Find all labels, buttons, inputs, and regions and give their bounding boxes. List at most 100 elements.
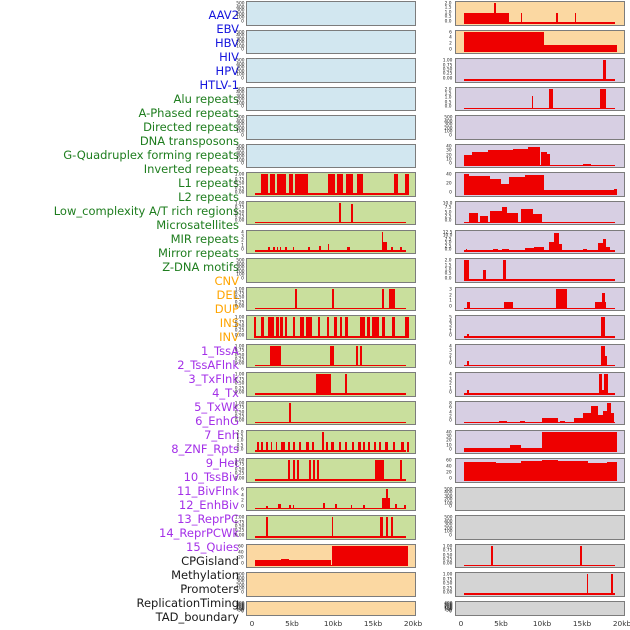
data-bar bbox=[594, 302, 607, 310]
track-panel-cpgisland bbox=[455, 486, 625, 512]
y-tick-label: 2 bbox=[449, 414, 452, 420]
y-tick-label: 300 bbox=[235, 265, 244, 271]
data-bar bbox=[288, 560, 332, 567]
y-tick-label: 3 bbox=[449, 376, 452, 382]
track-panel-4-tx bbox=[455, 143, 625, 169]
track-panel-5-txwk bbox=[455, 172, 625, 197]
data-bar bbox=[611, 413, 615, 424]
track-panel-hbv bbox=[246, 58, 416, 83]
y-tick-label: 20 bbox=[446, 469, 452, 475]
track-plot-area bbox=[461, 345, 620, 367]
row-label-l1-repeats: L1 repeats bbox=[178, 176, 239, 190]
y-tick-label: 200 bbox=[443, 497, 452, 503]
signal-baseline bbox=[464, 307, 616, 310]
row-label-del: DEL bbox=[216, 288, 239, 302]
data-bar bbox=[465, 248, 468, 253]
y-tick-label: 0 bbox=[241, 609, 244, 615]
y-tick-label: 1.00 bbox=[442, 572, 452, 578]
data-bar bbox=[404, 317, 409, 338]
y-tick-label: 0.75 bbox=[234, 176, 244, 182]
row-label-dna-transposons: DNA transposons bbox=[139, 134, 239, 148]
track-plot-area bbox=[252, 32, 411, 53]
data-bar bbox=[292, 317, 296, 338]
y-tick-label: 0 bbox=[241, 132, 244, 138]
data-bar bbox=[521, 447, 543, 453]
track-panel-ins bbox=[455, 1, 625, 26]
signal-baseline bbox=[255, 336, 407, 338]
data-bar bbox=[270, 174, 276, 195]
data-bar bbox=[331, 288, 334, 310]
track-plot-area bbox=[252, 603, 411, 614]
track-plot-area bbox=[252, 288, 411, 310]
y-tick-label: 0 bbox=[449, 532, 452, 538]
y-tick-label: 0.5 bbox=[237, 442, 244, 448]
y-tick-label: 0.00 bbox=[234, 190, 244, 196]
data-bar bbox=[385, 517, 389, 538]
data-bar bbox=[467, 333, 469, 338]
y-axis-15-quies: 60 40 20 0 bbox=[430, 458, 453, 483]
signal-baseline bbox=[464, 564, 616, 567]
y-tick-label: 0.75 bbox=[234, 319, 244, 325]
row-label-3-txflnk: 3_TxFlnk bbox=[188, 372, 239, 386]
y-tick-label: 400 bbox=[235, 4, 244, 10]
y-tick-label: 500 bbox=[235, 258, 244, 264]
data-bar bbox=[606, 246, 610, 253]
data-bar bbox=[395, 504, 398, 510]
y-tick-label: 4 bbox=[449, 409, 452, 415]
row-label-l2-repeats: L2 repeats bbox=[178, 190, 239, 204]
data-bar bbox=[404, 505, 407, 510]
y-tick-label: 1.00 bbox=[442, 543, 452, 549]
y-tick-label: 20 bbox=[446, 181, 452, 187]
data-bar bbox=[294, 288, 298, 310]
y-tick-label: 200 bbox=[235, 583, 244, 589]
data-bar bbox=[543, 190, 614, 195]
y-axis-cnv: 60 40 20 0 bbox=[222, 544, 245, 569]
signal-baseline bbox=[255, 307, 407, 310]
y-axis-mir-repeats: 1.00 0.75 0.50 0.25 0.00 bbox=[222, 458, 245, 483]
y-tick-label: 200 bbox=[443, 525, 452, 531]
signal-baseline bbox=[255, 450, 407, 453]
data-bar bbox=[521, 208, 533, 224]
track-panel-dup bbox=[246, 600, 416, 616]
row-label-12-enhbiv: 12_EnhBiv bbox=[178, 498, 239, 512]
y-tick-label: 0 bbox=[449, 161, 452, 167]
y-tick-label: 500 bbox=[235, 143, 244, 150]
data-bar bbox=[385, 441, 388, 453]
y-tick-label: 5.0 bbox=[445, 209, 452, 215]
y-tick-label: 0 bbox=[449, 332, 452, 338]
data-bar bbox=[288, 460, 291, 481]
track-plot-area bbox=[252, 60, 411, 81]
track-panel-2-tssaflnk bbox=[455, 86, 625, 112]
data-bar bbox=[600, 88, 606, 110]
y-tick-label: 400 bbox=[235, 576, 244, 582]
data-bar bbox=[360, 346, 363, 367]
data-bar bbox=[363, 505, 366, 510]
y-tick-label: 0.0 bbox=[445, 18, 452, 24]
signal-baseline bbox=[464, 336, 616, 338]
y-axis-low-complexity-a-t-rich-regions: 1.00 0.75 0.50 0.25 0.00 bbox=[222, 401, 245, 426]
data-bar bbox=[362, 441, 365, 453]
y-tick-label: 150 bbox=[235, 606, 244, 612]
data-bar bbox=[347, 246, 350, 253]
data-bar bbox=[278, 504, 282, 510]
data-bar bbox=[467, 361, 469, 367]
y-tick-label: 6 bbox=[449, 29, 452, 35]
y-tick-label: 200 bbox=[235, 125, 244, 131]
y-tick-label: 5 bbox=[449, 315, 452, 321]
track-panel-6-enhg bbox=[455, 200, 625, 226]
track-plot-area bbox=[461, 317, 620, 338]
track-plot-area bbox=[252, 431, 411, 453]
data-bar bbox=[389, 288, 396, 310]
data-bar bbox=[519, 421, 525, 424]
y-tick-label: 0.50 bbox=[442, 66, 452, 73]
y-tick-label: 0.00 bbox=[234, 475, 244, 481]
data-bar bbox=[527, 146, 541, 167]
track-plot-area bbox=[252, 231, 411, 253]
y-tick-label: 100 bbox=[235, 607, 244, 613]
row-label-tad-boundary: TAD_boundary bbox=[155, 610, 239, 624]
track-plot-area bbox=[461, 545, 620, 567]
row-label-inverted-repeats: Inverted repeats bbox=[143, 162, 239, 176]
y-tick-label: 200 bbox=[235, 11, 244, 17]
y-tick-label: 300 bbox=[235, 579, 244, 585]
